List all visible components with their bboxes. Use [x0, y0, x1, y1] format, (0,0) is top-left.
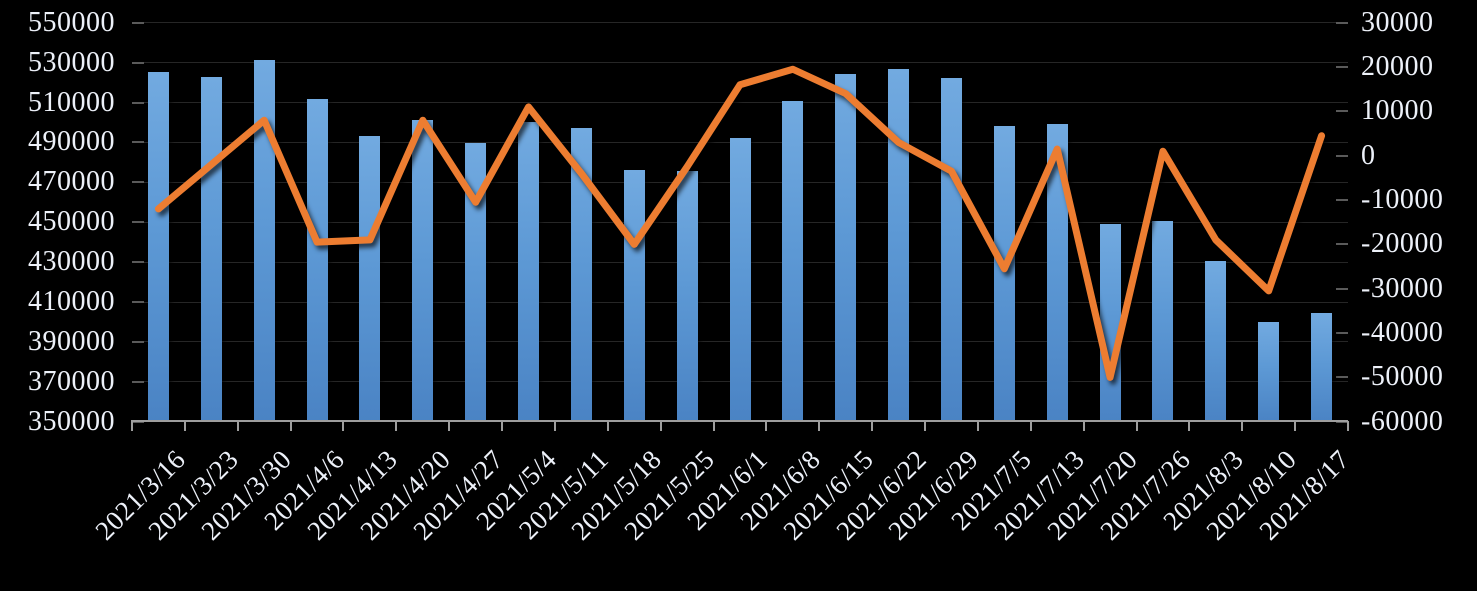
left-axis-tick	[132, 141, 144, 144]
left-axis-tick	[132, 101, 144, 104]
bar-2021/6/1[interactable]	[729, 138, 751, 422]
x-axis-tick	[131, 421, 133, 431]
x-axis-tick	[1188, 421, 1191, 431]
x-axis-tick	[342, 421, 345, 431]
bar-2021/4/13[interactable]	[359, 136, 381, 422]
gridline	[132, 22, 1348, 24]
x-axis-tick	[659, 421, 662, 431]
bar-2021/3/16[interactable]	[147, 71, 169, 422]
x-axis-tick	[236, 421, 239, 431]
right-axis-tick	[1336, 21, 1348, 24]
right-axis-tick-label: 0	[1361, 139, 1376, 171]
bar-2021/6/15[interactable]	[835, 73, 857, 422]
left-axis-tick-label: 390000	[28, 325, 115, 357]
x-axis-tick	[606, 421, 609, 431]
x-axis-tick	[1347, 421, 1349, 431]
x-axis-tick	[183, 421, 186, 431]
line-series-weekly-change[interactable]	[154, 65, 1326, 381]
bar-2021/4/6[interactable]	[306, 98, 328, 422]
bar-2021/7/13[interactable]	[1046, 124, 1068, 422]
x-axis-tick	[871, 421, 874, 431]
left-axis-tick-label: 510000	[28, 86, 115, 118]
right-axis-tick	[1336, 199, 1348, 202]
left-axis-tick	[132, 380, 144, 383]
right-axis-tick-label: 20000	[1361, 51, 1434, 83]
left-axis-tick	[132, 221, 144, 224]
right-axis-tick-label: -40000	[1361, 317, 1444, 349]
x-axis-tick	[1029, 421, 1032, 431]
left-axis-tick	[132, 261, 144, 264]
right-axis-tick-label: -30000	[1361, 272, 1444, 304]
bar-2021/4/20[interactable]	[412, 120, 434, 422]
x-axis-tick	[1135, 421, 1138, 431]
left-axis-tick-label: 350000	[28, 405, 115, 437]
right-axis-tick	[1336, 66, 1348, 69]
left-axis-tick	[132, 61, 144, 64]
gridline	[132, 62, 1348, 64]
x-axis-tick	[289, 421, 292, 431]
left-axis-tick-label: 410000	[28, 286, 115, 317]
right-axis-tick-label: -20000	[1361, 228, 1444, 260]
bar-2021/7/20[interactable]	[1099, 224, 1121, 422]
left-axis-tick	[132, 340, 144, 343]
bar-2021/7/26[interactable]	[1152, 221, 1174, 422]
bar-2021/8/17[interactable]	[1311, 312, 1333, 422]
gridline	[132, 102, 1348, 103]
right-axis-tick-label: 10000	[1361, 95, 1434, 127]
x-axis-tick	[448, 421, 451, 431]
left-axis-tick-label: 370000	[28, 365, 115, 397]
right-axis-tick-label: -10000	[1361, 184, 1444, 216]
left-axis-tick-label: 450000	[28, 206, 115, 238]
x-axis-tick	[1294, 421, 1297, 431]
left-axis-tick-label: 470000	[28, 166, 115, 198]
x-axis-tick	[395, 421, 398, 431]
bar-2021/6/8[interactable]	[782, 100, 804, 422]
left-axis-tick-label: 550000	[28, 6, 115, 38]
x-axis-tick	[976, 421, 979, 431]
x-axis-tick	[765, 421, 768, 431]
left-axis-tick	[132, 21, 144, 24]
x-axis-tick	[553, 421, 556, 431]
left-axis-tick	[132, 181, 144, 184]
bar-2021/3/30[interactable]	[253, 59, 275, 422]
bar-2021/5/11[interactable]	[570, 128, 592, 422]
x-axis-tick	[924, 421, 927, 431]
left-axis-tick	[132, 301, 144, 303]
right-axis-tick-label: 30000	[1361, 6, 1434, 38]
right-axis-tick	[1336, 376, 1348, 379]
x-axis-tick	[1241, 421, 1244, 431]
bar-2021/4/27[interactable]	[465, 143, 487, 422]
bar-2021/8/10[interactable]	[1258, 321, 1280, 422]
x-axis-tick	[1082, 421, 1085, 431]
x-axis-line	[131, 420, 1348, 422]
bar-2021/8/3[interactable]	[1205, 261, 1227, 422]
x-axis-tick	[712, 421, 715, 431]
right-axis-tick-label: -50000	[1361, 361, 1444, 393]
right-axis-tick	[1336, 332, 1348, 335]
right-axis-tick	[1336, 154, 1348, 157]
bar-2021/6/29[interactable]	[940, 77, 962, 422]
right-axis-tick-label: -60000	[1361, 405, 1444, 437]
left-axis-tick-label: 430000	[28, 246, 115, 278]
left-axis-tick-label: 490000	[28, 126, 115, 158]
right-axis-tick	[1336, 110, 1348, 113]
left-axis-tick-label: 530000	[28, 46, 115, 78]
bar-2021/6/22[interactable]	[888, 68, 910, 422]
right-axis-tick	[1336, 243, 1348, 246]
bar-2021/5/4[interactable]	[518, 122, 540, 422]
bar-2021/7/5[interactable]	[993, 126, 1015, 422]
bar-2021/5/25[interactable]	[676, 171, 698, 422]
x-axis-tick	[818, 421, 821, 431]
x-axis-tick	[501, 421, 504, 431]
right-axis-tick	[1336, 287, 1348, 290]
